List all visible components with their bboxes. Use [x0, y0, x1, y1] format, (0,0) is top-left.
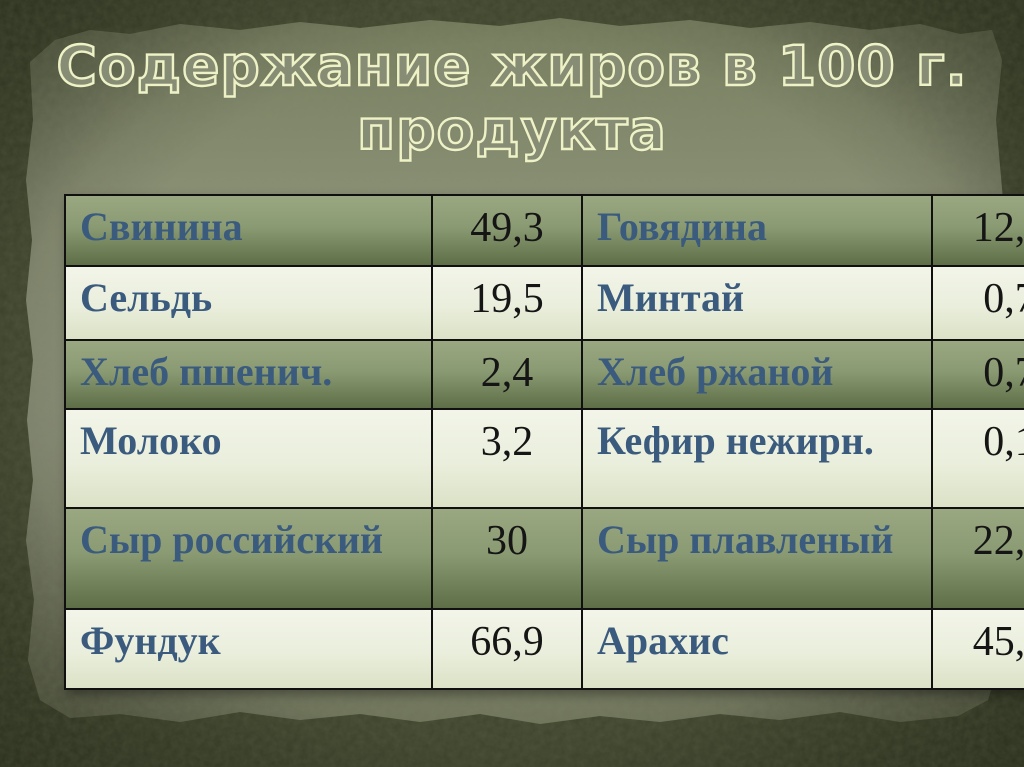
table-row: Фундук 66,9 Арахис 45,2 — [64, 608, 1024, 690]
value-cell: 49,3 — [431, 194, 583, 267]
fat-content-table: Свинина 49,3 Говядина 12,4 Сельдь 19,5 М… — [64, 194, 1024, 690]
page-title: Содержание жиров в 100 г. продукта — [0, 33, 1024, 163]
title-line-2: продукта — [356, 97, 667, 163]
product-cell: Кефир нежирн. — [581, 408, 933, 509]
value-cell: 0,1 — [931, 408, 1024, 509]
product-cell: Говядина — [581, 194, 933, 267]
value-cell: 66,9 — [431, 608, 583, 690]
product-cell: Свинина — [64, 194, 433, 267]
table-row: Сыр российский 30 Сыр плавленый 22,4 — [64, 507, 1024, 610]
value-cell: 2,4 — [431, 339, 583, 410]
value-cell: 12,4 — [931, 194, 1024, 267]
table-row: Свинина 49,3 Говядина 12,4 — [64, 194, 1024, 267]
title-line-1: Содержание жиров в 100 г. — [55, 33, 968, 99]
value-cell: 30 — [431, 507, 583, 610]
table-row: Хлеб пшенич. 2,4 Хлеб ржаной 0,7 — [64, 339, 1024, 410]
value-cell: 45,2 — [931, 608, 1024, 690]
value-cell: 3,2 — [431, 408, 583, 509]
product-cell: Сельдь — [64, 265, 433, 341]
value-cell: 0,7 — [931, 265, 1024, 341]
product-cell: Хлеб ржаной — [581, 339, 933, 410]
product-cell: Сыр плавленый — [581, 507, 933, 610]
product-cell: Арахис — [581, 608, 933, 690]
product-cell: Минтай — [581, 265, 933, 341]
value-cell: 0,7 — [931, 339, 1024, 410]
table-row: Сельдь 19,5 Минтай 0,7 — [64, 265, 1024, 341]
product-cell: Молоко — [64, 408, 433, 509]
product-cell: Хлеб пшенич. — [64, 339, 433, 410]
table-row: Молоко 3,2 Кефир нежирн. 0,1 — [64, 408, 1024, 509]
value-cell: 19,5 — [431, 265, 583, 341]
product-cell: Сыр российский — [64, 507, 433, 610]
value-cell: 22,4 — [931, 507, 1024, 610]
product-cell: Фундук — [64, 608, 433, 690]
